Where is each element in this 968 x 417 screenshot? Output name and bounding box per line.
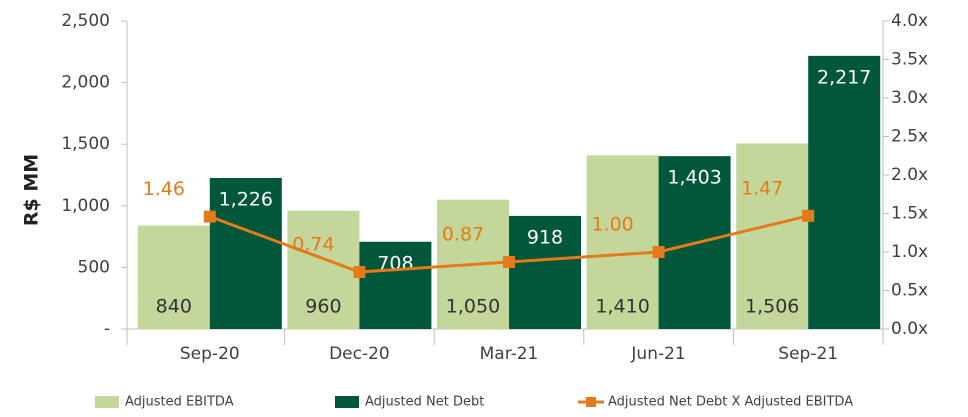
- line-marker: [203, 210, 216, 223]
- y-axis-title: R$ MM: [21, 154, 43, 226]
- y2-tick-label: 4.0x: [891, 11, 928, 31]
- data-label: 1,226: [219, 188, 273, 210]
- line-marker: [652, 246, 665, 258]
- data-label: 1,410: [595, 296, 649, 318]
- data-label: 960: [305, 296, 341, 318]
- y2-tick-label: 2.5x: [891, 127, 928, 147]
- x-tick-label: Sep-20: [180, 344, 240, 364]
- line-label: 1.00: [591, 214, 633, 236]
- legend-label: Adjusted EBITDA: [125, 395, 234, 410]
- legend-label: Adjusted Net Debt: [365, 395, 484, 410]
- x-tick-label: Sep-21: [778, 344, 838, 364]
- bar: [287, 210, 360, 329]
- x-tick-label: Jun-21: [630, 344, 685, 364]
- line-label: 0.87: [442, 224, 484, 246]
- bar: [808, 55, 881, 329]
- bar: [586, 155, 659, 329]
- y2-tick-label: 1.0x: [891, 242, 928, 262]
- y-tick-label: 2,000: [61, 73, 110, 93]
- data-label: 918: [527, 226, 563, 248]
- bar: [736, 143, 809, 329]
- x-tick-label: Dec-20: [329, 344, 390, 364]
- data-label: 1,506: [745, 296, 799, 318]
- bar: [359, 241, 432, 329]
- y-tick-label: 1,500: [61, 134, 110, 154]
- bar: [209, 177, 282, 329]
- y-tick-label: 2,500: [61, 11, 110, 31]
- y-tick-label: -: [104, 319, 110, 339]
- data-label: 2,217: [817, 66, 871, 88]
- line-label: 1.47: [741, 177, 783, 199]
- legend-marker: [586, 397, 596, 407]
- y2-tick-label: 3.5x: [891, 50, 928, 70]
- line-label: 0.74: [292, 234, 334, 256]
- y2-tick-label: 0.0x: [891, 319, 928, 339]
- bar: [509, 215, 581, 329]
- y2-tick-label: 0.5x: [891, 281, 928, 301]
- data-label: 1,050: [446, 296, 500, 318]
- y-tick-label: 500: [78, 257, 110, 277]
- x-tick-label: Mar-21: [480, 344, 539, 364]
- legend-label: Adjusted Net Debt X Adjusted EBITDA: [608, 395, 853, 410]
- line-label: 1.46: [143, 178, 185, 200]
- y-tick-label: 1,000: [61, 196, 110, 216]
- y2-tick-label: 2.0x: [891, 165, 928, 185]
- line-marker: [353, 266, 366, 279]
- y2-tick-label: 1.5x: [891, 204, 928, 224]
- bar: [137, 225, 210, 329]
- line-marker: [802, 209, 815, 222]
- legend-swatch: [335, 396, 359, 408]
- data-label: 840: [156, 296, 192, 318]
- data-label: 1,403: [667, 167, 721, 189]
- line-marker: [503, 256, 515, 269]
- y2-tick-label: 3.0x: [891, 88, 928, 108]
- legend-swatch: [95, 396, 119, 408]
